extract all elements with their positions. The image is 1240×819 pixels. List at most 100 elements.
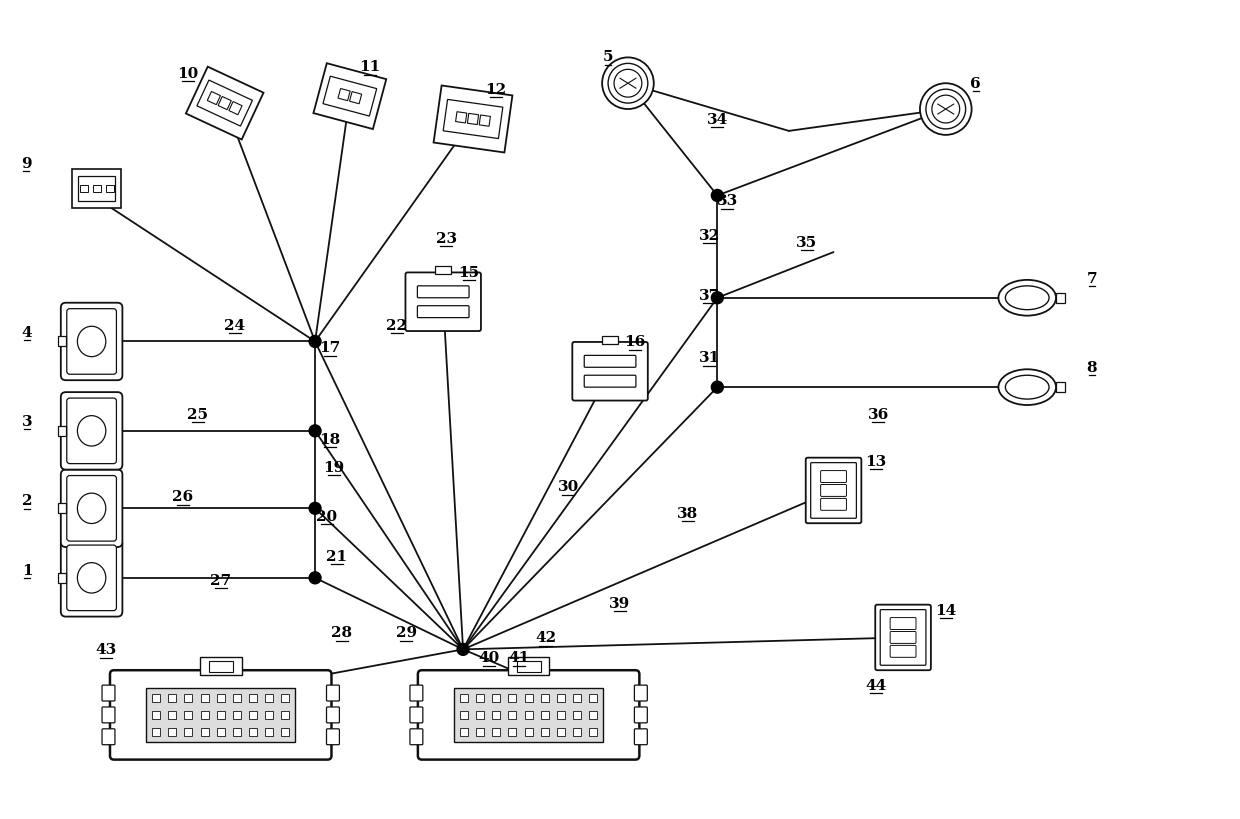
FancyBboxPatch shape (169, 728, 176, 736)
Text: 29: 29 (396, 626, 417, 640)
FancyBboxPatch shape (326, 729, 340, 744)
FancyBboxPatch shape (557, 711, 565, 719)
FancyBboxPatch shape (821, 499, 847, 511)
Text: 6: 6 (970, 77, 981, 91)
Text: 21: 21 (326, 550, 347, 563)
FancyBboxPatch shape (153, 728, 160, 736)
Polygon shape (218, 97, 232, 111)
Polygon shape (339, 89, 350, 102)
Circle shape (309, 503, 321, 514)
Text: 14: 14 (935, 603, 956, 617)
FancyBboxPatch shape (525, 711, 533, 719)
Text: 3: 3 (22, 414, 32, 428)
FancyBboxPatch shape (890, 618, 916, 630)
FancyBboxPatch shape (102, 729, 115, 744)
Text: 17: 17 (320, 341, 341, 355)
Text: 19: 19 (324, 460, 345, 474)
FancyBboxPatch shape (265, 711, 273, 719)
Polygon shape (72, 170, 122, 209)
FancyBboxPatch shape (67, 545, 117, 611)
FancyBboxPatch shape (460, 694, 467, 702)
FancyBboxPatch shape (525, 728, 533, 736)
FancyBboxPatch shape (169, 711, 176, 719)
FancyBboxPatch shape (326, 686, 340, 701)
Text: 10: 10 (177, 67, 198, 81)
FancyBboxPatch shape (185, 711, 192, 719)
FancyBboxPatch shape (102, 707, 115, 723)
FancyBboxPatch shape (460, 728, 467, 736)
FancyBboxPatch shape (418, 671, 640, 760)
FancyBboxPatch shape (508, 694, 516, 702)
Circle shape (309, 425, 321, 437)
FancyBboxPatch shape (821, 485, 847, 497)
FancyBboxPatch shape (476, 711, 484, 719)
Text: 13: 13 (866, 454, 887, 468)
FancyBboxPatch shape (146, 688, 295, 742)
Polygon shape (350, 93, 362, 105)
FancyBboxPatch shape (265, 728, 273, 736)
Ellipse shape (77, 327, 105, 357)
FancyBboxPatch shape (1056, 293, 1065, 303)
FancyBboxPatch shape (821, 471, 847, 483)
FancyBboxPatch shape (201, 711, 208, 719)
FancyBboxPatch shape (811, 463, 857, 518)
Text: 26: 26 (172, 490, 193, 504)
FancyBboxPatch shape (573, 711, 582, 719)
Text: 2: 2 (22, 494, 32, 508)
FancyBboxPatch shape (635, 729, 647, 744)
Text: 20: 20 (316, 509, 337, 523)
Polygon shape (434, 86, 512, 153)
Text: 43: 43 (95, 643, 117, 657)
FancyBboxPatch shape (58, 427, 66, 437)
Ellipse shape (998, 370, 1056, 405)
Text: 35: 35 (796, 236, 817, 250)
FancyBboxPatch shape (326, 707, 340, 723)
FancyBboxPatch shape (517, 662, 541, 672)
FancyBboxPatch shape (573, 728, 582, 736)
Text: 42: 42 (534, 631, 556, 645)
FancyBboxPatch shape (67, 310, 117, 375)
FancyBboxPatch shape (61, 303, 123, 381)
Ellipse shape (998, 281, 1056, 316)
Polygon shape (79, 185, 88, 193)
FancyBboxPatch shape (508, 711, 516, 719)
Text: 23: 23 (435, 232, 456, 246)
Text: 5: 5 (603, 50, 614, 65)
Text: 8: 8 (1086, 361, 1097, 375)
FancyBboxPatch shape (418, 287, 469, 298)
Text: 40: 40 (479, 650, 500, 664)
FancyBboxPatch shape (61, 470, 123, 547)
FancyBboxPatch shape (67, 476, 117, 541)
FancyBboxPatch shape (217, 728, 224, 736)
FancyBboxPatch shape (281, 711, 289, 719)
FancyBboxPatch shape (589, 728, 598, 736)
FancyBboxPatch shape (589, 711, 598, 719)
Text: 28: 28 (331, 626, 352, 640)
Ellipse shape (1006, 287, 1049, 310)
FancyBboxPatch shape (410, 729, 423, 744)
Ellipse shape (614, 70, 642, 98)
Text: 15: 15 (459, 265, 480, 279)
FancyBboxPatch shape (201, 694, 208, 702)
FancyBboxPatch shape (61, 392, 123, 470)
Text: 22: 22 (386, 319, 407, 333)
FancyBboxPatch shape (233, 694, 241, 702)
FancyBboxPatch shape (806, 458, 862, 523)
FancyBboxPatch shape (200, 658, 242, 676)
Text: 38: 38 (677, 507, 698, 521)
Polygon shape (322, 77, 377, 117)
FancyBboxPatch shape (233, 711, 241, 719)
FancyBboxPatch shape (217, 711, 224, 719)
FancyBboxPatch shape (589, 694, 598, 702)
FancyBboxPatch shape (61, 540, 123, 617)
FancyBboxPatch shape (201, 728, 208, 736)
Ellipse shape (77, 563, 105, 593)
Ellipse shape (932, 96, 960, 124)
FancyBboxPatch shape (541, 694, 549, 702)
FancyBboxPatch shape (635, 686, 647, 701)
Text: 24: 24 (224, 319, 246, 333)
FancyBboxPatch shape (507, 658, 549, 676)
Circle shape (309, 572, 321, 584)
FancyBboxPatch shape (525, 694, 533, 702)
FancyBboxPatch shape (584, 356, 636, 368)
